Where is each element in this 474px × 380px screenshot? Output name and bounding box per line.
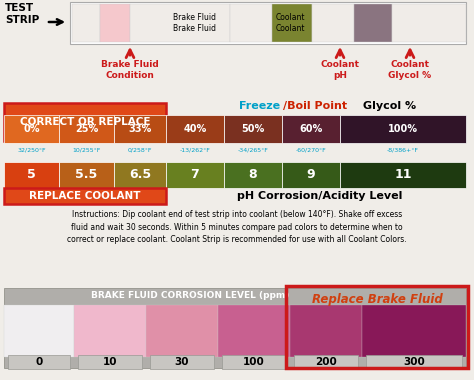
Bar xyxy=(224,115,282,143)
Text: -13/262°F: -13/262°F xyxy=(180,148,210,153)
Text: 0%: 0% xyxy=(23,124,40,134)
Text: 50%: 50% xyxy=(241,124,264,134)
Text: -34/265°F: -34/265°F xyxy=(237,148,268,153)
Bar xyxy=(340,115,466,143)
Text: pH Corrosion/Acidity Level: pH Corrosion/Acidity Level xyxy=(237,191,403,201)
Text: Coolant
pH: Coolant pH xyxy=(320,60,359,80)
Text: 100: 100 xyxy=(243,357,265,367)
Bar xyxy=(166,162,224,188)
Text: 200: 200 xyxy=(315,357,337,367)
Text: 8: 8 xyxy=(249,168,257,182)
Text: Glycol %: Glycol % xyxy=(364,101,417,111)
Bar xyxy=(222,355,286,369)
Bar xyxy=(59,162,114,188)
Text: Instructions: Dip coolant end of test strip into coolant (below 140°F). Shake of: Instructions: Dip coolant end of test st… xyxy=(67,210,407,244)
Bar xyxy=(290,305,362,357)
Text: 6.5: 6.5 xyxy=(129,168,151,182)
Bar xyxy=(4,305,74,357)
Bar xyxy=(340,162,466,188)
Text: Brake Fluid
Condition: Brake Fluid Condition xyxy=(101,60,159,80)
Bar xyxy=(100,4,130,42)
Bar xyxy=(312,4,354,42)
Bar xyxy=(224,162,282,188)
Text: 11: 11 xyxy=(394,168,412,182)
Bar xyxy=(392,4,466,42)
Text: CORRECT OR REPLACE: CORRECT OR REPLACE xyxy=(20,117,150,127)
Text: 10: 10 xyxy=(103,357,117,367)
Bar xyxy=(150,355,214,369)
Bar xyxy=(362,305,466,357)
Text: 5.5: 5.5 xyxy=(75,168,98,182)
Bar xyxy=(366,355,462,369)
Bar xyxy=(72,4,100,42)
Text: Freeze: Freeze xyxy=(239,101,281,111)
Text: 7: 7 xyxy=(191,168,200,182)
Text: Replace Brake Fluid: Replace Brake Fluid xyxy=(311,293,442,306)
Text: 40%: 40% xyxy=(183,124,207,134)
Bar xyxy=(286,286,468,368)
Bar xyxy=(146,305,218,357)
Bar xyxy=(4,115,59,143)
Text: 9: 9 xyxy=(307,168,315,182)
Bar xyxy=(166,115,224,143)
Bar xyxy=(78,355,142,369)
Bar xyxy=(282,115,340,143)
Text: 300: 300 xyxy=(403,357,425,367)
Bar xyxy=(294,355,358,369)
Text: 30: 30 xyxy=(175,357,189,367)
Text: /Boil Point: /Boil Point xyxy=(283,101,347,111)
Bar xyxy=(114,115,166,143)
Text: -60/270°F: -60/270°F xyxy=(296,148,327,153)
Bar xyxy=(272,4,312,42)
Text: TEST
STRIP: TEST STRIP xyxy=(5,3,39,25)
Text: 60%: 60% xyxy=(300,124,323,134)
Text: 32/250°F: 32/250°F xyxy=(17,148,46,153)
Text: 100%: 100% xyxy=(388,124,418,134)
Bar xyxy=(59,115,114,143)
Bar xyxy=(282,162,340,188)
Text: REPLACE COOLANT: REPLACE COOLANT xyxy=(29,191,141,201)
Bar xyxy=(74,305,146,357)
Text: 0/258°F: 0/258°F xyxy=(128,148,152,153)
Bar xyxy=(70,2,466,44)
Text: 33%: 33% xyxy=(128,124,152,134)
Bar xyxy=(354,4,392,42)
Text: 10/255°F: 10/255°F xyxy=(73,148,100,153)
Bar xyxy=(4,162,59,188)
Text: 25%: 25% xyxy=(75,124,98,134)
Text: Coolant
Coolant: Coolant Coolant xyxy=(275,13,305,33)
Bar xyxy=(4,103,166,141)
Bar xyxy=(4,288,466,368)
Text: Brake Fluid
Brake Fluid: Brake Fluid Brake Fluid xyxy=(173,13,217,33)
Text: -8/386+°F: -8/386+°F xyxy=(387,148,419,153)
Text: Coolant
Glycol %: Coolant Glycol % xyxy=(388,60,431,80)
Bar xyxy=(4,188,166,204)
Bar xyxy=(114,162,166,188)
Bar xyxy=(8,355,70,369)
Text: 5: 5 xyxy=(27,168,36,182)
Text: 0: 0 xyxy=(36,357,43,367)
Bar xyxy=(230,4,272,42)
Bar xyxy=(130,4,230,42)
Text: BRAKE FLUID CORROSION LEVEL (ppm): BRAKE FLUID CORROSION LEVEL (ppm) xyxy=(91,290,289,299)
Bar xyxy=(218,305,290,357)
